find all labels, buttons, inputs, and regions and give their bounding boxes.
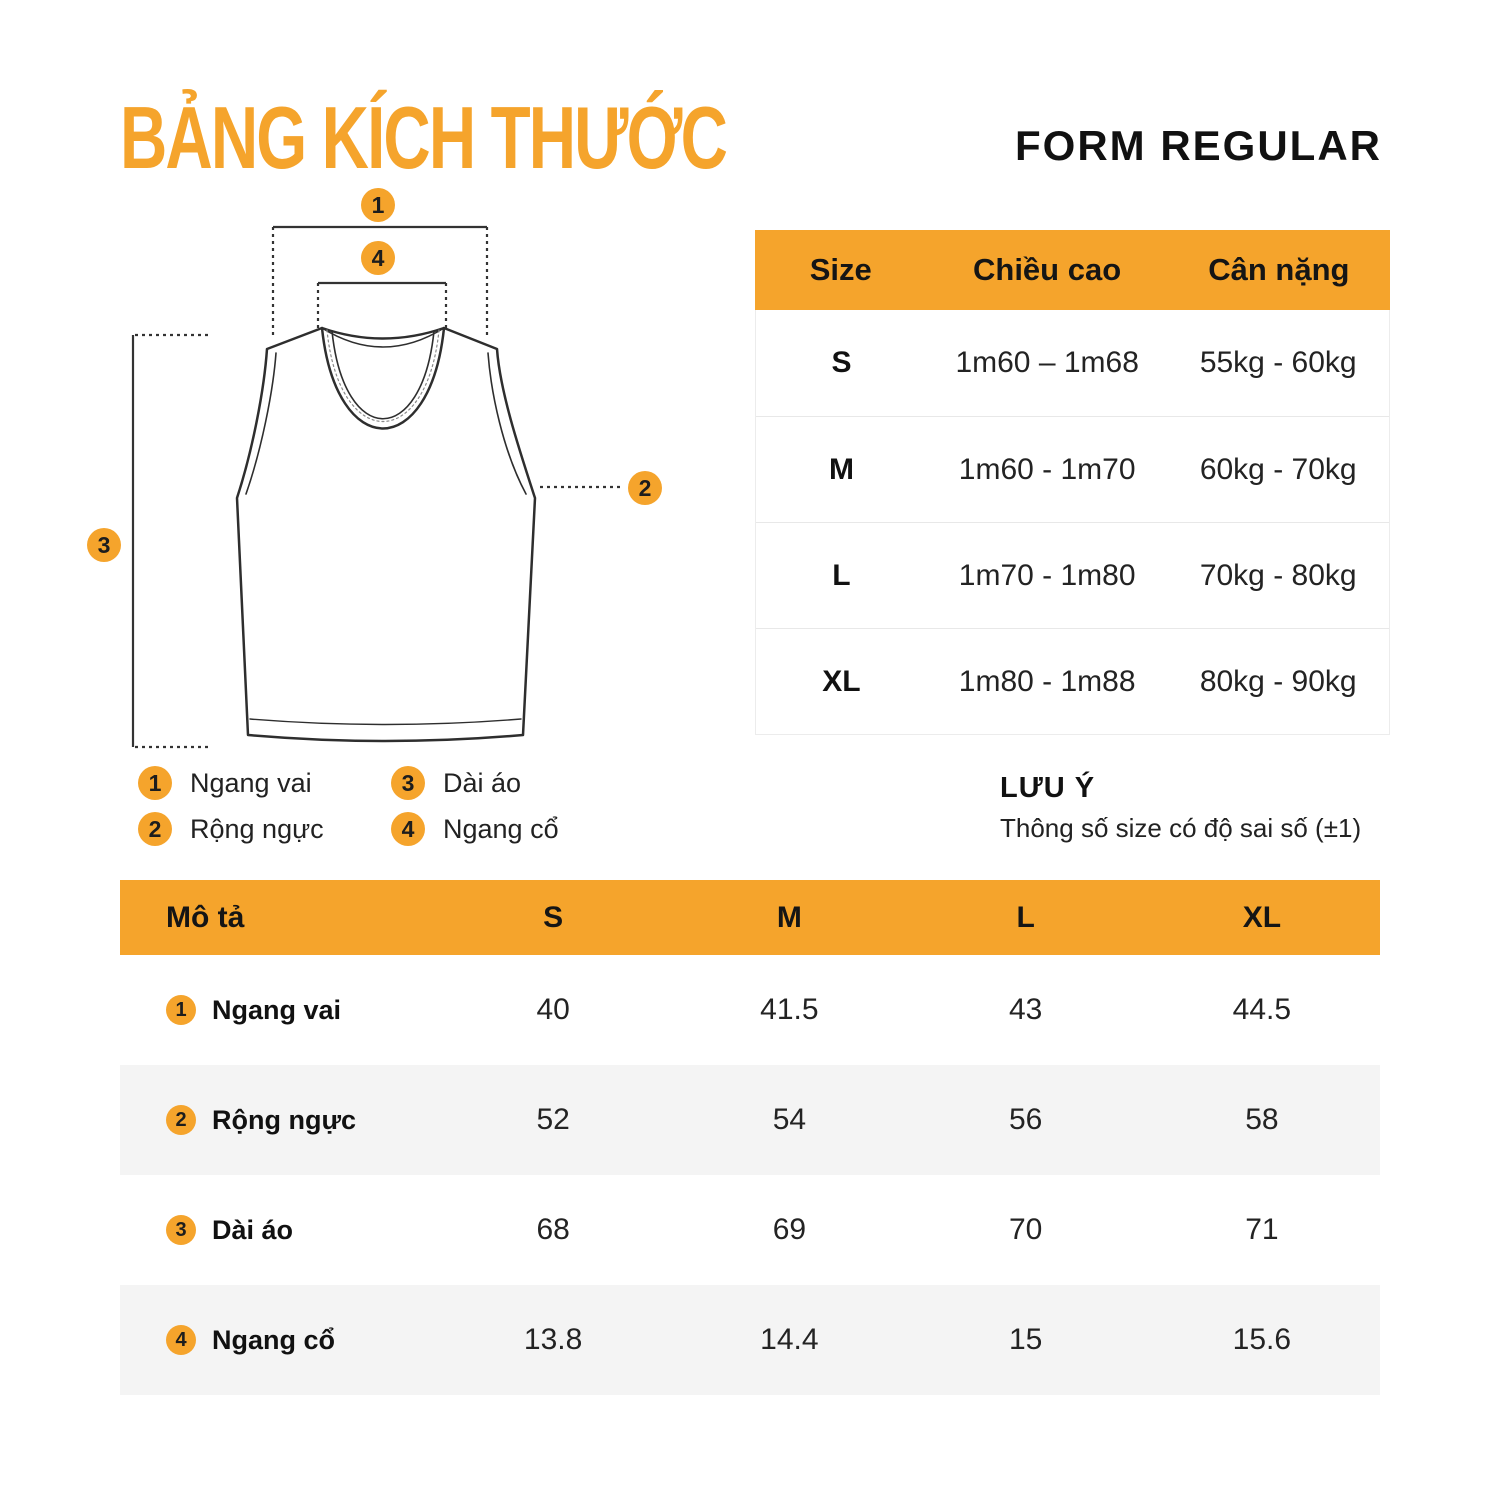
measurement-row-chest: 2 Rộng ngực 52 54 56 58 [120, 1065, 1380, 1175]
value-m: 41.5 [760, 993, 819, 1026]
size-table-header-weight: Cân nặng [1208, 252, 1350, 287]
legend-number-icon: 2 [138, 812, 172, 846]
value-l: 43 [1008, 993, 1043, 1026]
page-title: BẢNG KÍCH THƯỚC [120, 88, 728, 188]
size-table-body: S 1m60 – 1m68 55kg - 60kg M 1m60 - 1m70 … [755, 310, 1390, 735]
measurement-row-shoulder: 1 Ngang vai 40 41.5 43 44.5 [120, 955, 1380, 1065]
legend-label: Ngang cổ [443, 813, 559, 844]
size-table-header: Size Chiều cao Cân nặng [755, 230, 1390, 310]
height-cell: 1m80 - 1m88 [958, 664, 1136, 698]
value-l: 15 [1008, 1323, 1043, 1356]
value-l: 56 [1008, 1103, 1043, 1136]
size-table-row-m: M 1m60 - 1m70 60kg - 70kg [756, 416, 1389, 522]
size-cell: L [832, 558, 851, 592]
size-table: Size Chiều cao Cân nặng S 1m60 – 1m68 55… [755, 230, 1390, 735]
size-cell: M [828, 452, 854, 486]
legend-number-icon: 1 [138, 766, 172, 800]
value-xl: 58 [1245, 1103, 1279, 1136]
measurement-row-length: 3 Dài áo 68 69 70 71 [120, 1175, 1380, 1285]
value-l: 70 [1008, 1213, 1043, 1246]
height-cell: 1m70 - 1m80 [958, 558, 1136, 592]
height-cell: 1m60 – 1m68 [955, 346, 1139, 379]
weight-cell: 60kg - 70kg [1199, 452, 1357, 486]
row-number-icon: 4 [166, 1325, 196, 1355]
measurement-header-label: Mô tả [166, 900, 245, 934]
row-number-icon: 1 [166, 995, 196, 1025]
measurement-table: Mô tả S M L XL 1 Ngang vai 40 41.5 43 44… [120, 880, 1380, 1395]
diagram-marker-chest: 2 [628, 471, 662, 505]
row-label: Rộng ngực [212, 1104, 357, 1135]
measurement-header-l: L [1016, 900, 1035, 934]
measurement-table-header: Mô tả S M L XL [120, 880, 1380, 955]
measurement-header-s: S [543, 900, 564, 934]
legend-item-shoulder: 1 Ngang vai [138, 766, 391, 800]
legend-label: Rộng ngực [190, 813, 324, 844]
legend-item-length: 3 Dài áo [391, 766, 559, 800]
value-m: 14.4 [760, 1323, 819, 1356]
note-block: LƯU Ý Thông số size có độ sai số (±1) [1000, 772, 1361, 844]
value-s: 52 [536, 1103, 570, 1136]
value-s: 40 [536, 993, 570, 1026]
size-table-row-s: S 1m60 – 1m68 55kg - 60kg [756, 310, 1389, 416]
weight-cell: 80kg - 90kg [1199, 664, 1357, 698]
legend-item-chest: 2 Rộng ngực [138, 812, 391, 846]
value-xl: 44.5 [1232, 993, 1292, 1026]
value-xl: 15.6 [1232, 1323, 1292, 1356]
measurement-header-m: M [776, 900, 802, 934]
legend-label: Ngang vai [190, 767, 312, 798]
note-title: LƯU Ý [1000, 772, 1096, 804]
value-m: 54 [772, 1103, 807, 1136]
measurement-legend: 1 Ngang vai 3 Dài áo 2 Rộng ngực 4 Ngang… [138, 766, 559, 846]
measurement-row-neck: 4 Ngang cổ 13.8 14.4 15 15.6 [120, 1285, 1380, 1395]
size-table-row-xl: XL 1m80 - 1m88 80kg - 90kg [756, 628, 1389, 734]
note-text: Thông số size có độ sai số (±1) [1000, 813, 1362, 843]
value-s: 13.8 [523, 1323, 583, 1356]
size-table-header-size: Size [809, 252, 872, 287]
legend-number-icon: 4 [391, 812, 425, 846]
row-label: Dài áo [212, 1214, 294, 1245]
legend-label: Dài áo [443, 767, 522, 798]
row-label: Ngang cổ [212, 1324, 336, 1355]
measurement-header-xl: XL [1242, 900, 1282, 934]
value-xl: 71 [1245, 1213, 1279, 1246]
height-cell: 1m60 - 1m70 [958, 452, 1136, 486]
size-table-row-l: L 1m70 - 1m80 70kg - 80kg [756, 522, 1389, 628]
diagram-marker-shoulder: 1 [361, 188, 395, 222]
row-label: Ngang vai [212, 994, 342, 1025]
size-cell: XL [822, 664, 861, 698]
diagram-marker-neck: 4 [361, 241, 395, 275]
row-number-icon: 2 [166, 1105, 196, 1135]
value-m: 69 [772, 1213, 807, 1246]
diagram-marker-length: 3 [87, 528, 121, 562]
weight-cell: 70kg - 80kg [1199, 558, 1357, 592]
size-table-header-height: Chiều cao [973, 252, 1122, 287]
weight-cell: 55kg - 60kg [1199, 346, 1357, 379]
value-s: 68 [536, 1213, 570, 1246]
legend-number-icon: 3 [391, 766, 425, 800]
row-number-icon: 3 [166, 1215, 196, 1245]
size-cell: S [831, 346, 852, 379]
legend-item-neck: 4 Ngang cổ [391, 812, 559, 846]
form-type-label: FORM REGULAR [1015, 122, 1382, 169]
tank-top-diagram [131, 225, 620, 749]
